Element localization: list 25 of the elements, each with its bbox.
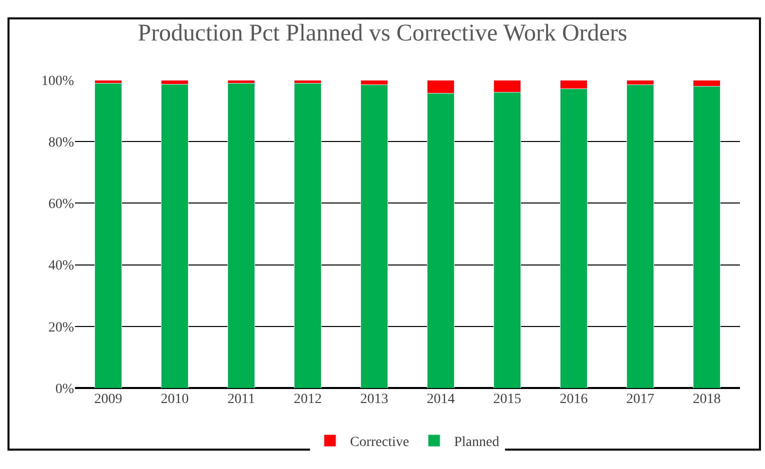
y-tick-label: 60% bbox=[48, 197, 74, 212]
x-tick-label: 2016 bbox=[560, 392, 588, 407]
x-tick-label: 2015 bbox=[493, 392, 522, 407]
x-tick-label: 2014 bbox=[426, 392, 455, 407]
bar bbox=[94, 82, 122, 388]
y-tick-label: 20% bbox=[48, 320, 74, 336]
x-tick-label: 2010 bbox=[160, 392, 189, 407]
legend-label: Planned bbox=[454, 435, 500, 450]
x-tick-label: 2011 bbox=[228, 392, 255, 407]
y-tick-label: 100% bbox=[41, 74, 74, 89]
bar bbox=[161, 84, 188, 388]
y-tick-label: 0% bbox=[55, 382, 74, 397]
bar bbox=[360, 84, 388, 388]
x-tick-label: 2009 bbox=[94, 392, 122, 407]
y-tick-label: 80% bbox=[48, 136, 74, 150]
x-tick-label: 2013 bbox=[360, 392, 388, 407]
x-tick-label: 2012 bbox=[294, 392, 322, 407]
bar bbox=[626, 84, 654, 388]
legend-label: Corrective bbox=[350, 435, 410, 450]
x-tick-label: 2018 bbox=[692, 392, 721, 407]
y-tick-label: 40% bbox=[48, 258, 74, 274]
bar bbox=[294, 82, 322, 388]
x-tick-label: 2017 bbox=[626, 392, 654, 407]
bar bbox=[228, 82, 255, 388]
chart-title: Production Pct Planned vs Corrective Work Orders bbox=[138, 20, 628, 46]
